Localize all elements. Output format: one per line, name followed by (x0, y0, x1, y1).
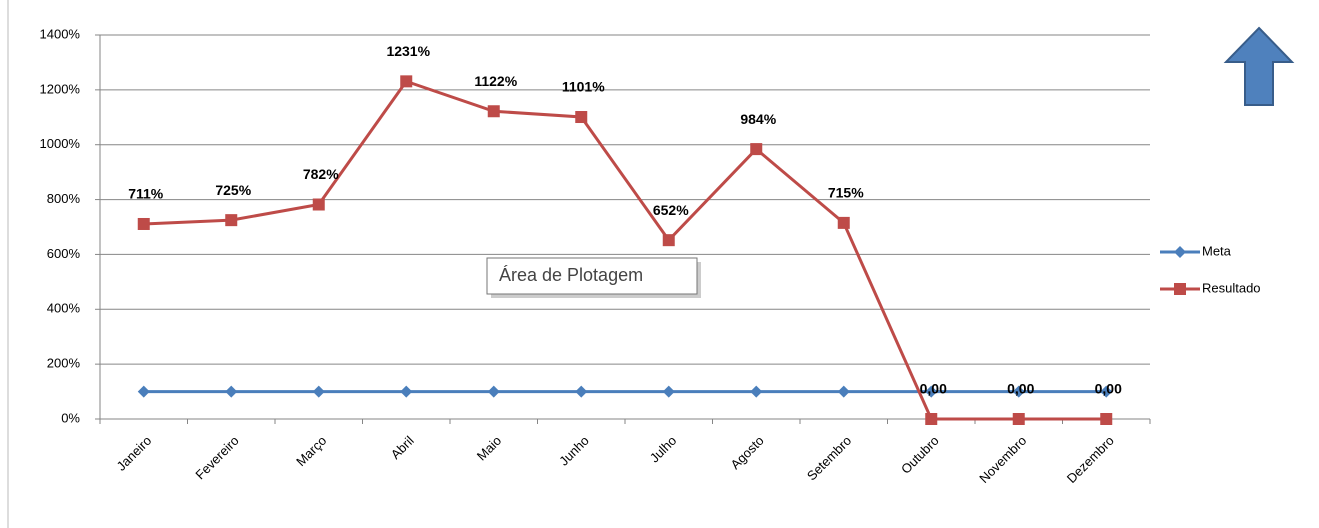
x-tick-label: Fevereiro (192, 433, 241, 482)
data-label: 1101% (562, 79, 605, 95)
marker (1012, 385, 1025, 398)
marker (137, 385, 150, 398)
marker (312, 198, 325, 211)
x-tick-label: Janeiro (114, 433, 155, 474)
tooltip-box (486, 257, 698, 295)
x-tick-label: Dezembro (1064, 433, 1117, 486)
y-tick-label: 1400% (40, 26, 81, 41)
data-label: 652% (653, 202, 689, 218)
x-tick-label: Maio (474, 433, 505, 464)
x-tick-label: Novembro (976, 433, 1029, 486)
marker (487, 385, 500, 398)
marker (225, 214, 238, 227)
marker (750, 143, 763, 156)
up-arrow (1223, 26, 1295, 106)
marker (837, 216, 850, 229)
x-tick-label: Agosto (728, 433, 767, 472)
legend-label: Meta (1202, 243, 1232, 258)
x-tick-label: Junho (556, 433, 592, 469)
x-tick-label: Setembro (804, 433, 854, 483)
marker (487, 105, 500, 118)
marker (662, 385, 675, 398)
marker (925, 385, 938, 398)
marker (225, 385, 238, 398)
data-label: 0,00 (1095, 381, 1122, 397)
data-label: 711% (128, 186, 164, 202)
data-label: 984% (740, 111, 776, 127)
tooltip-text: Área de Plotagem (499, 265, 643, 285)
marker (400, 385, 413, 398)
y-tick-label: 1000% (40, 136, 81, 151)
x-tick-label: Julho (647, 433, 680, 466)
marker (1100, 413, 1113, 425)
marker (925, 413, 938, 425)
x-tick-label: Outubro (898, 433, 942, 477)
y-tick-label: 1200% (40, 81, 81, 96)
series-line (143, 79, 1107, 421)
y-tick-label: 400% (47, 301, 81, 316)
y-tick-label: 200% (47, 356, 81, 371)
marker (1100, 385, 1113, 398)
data-label: 0,00 (920, 381, 947, 397)
marker (312, 385, 325, 398)
y-tick-label: 600% (47, 246, 81, 261)
legend-marker (1174, 246, 1186, 258)
x-tick-label: Março (293, 433, 329, 469)
data-label: 782% (303, 166, 339, 182)
legend-marker (1174, 283, 1186, 295)
marker (137, 217, 150, 230)
data-label: 1122% (474, 73, 517, 89)
marker (662, 234, 675, 247)
marker (400, 75, 413, 88)
legend-label: Resultado (1202, 280, 1261, 295)
marker (1012, 413, 1025, 425)
y-tick-label: 0% (61, 410, 80, 425)
marker (750, 385, 763, 398)
x-tick-label: Abril (388, 433, 417, 462)
data-label: 725% (215, 182, 251, 198)
marker (575, 111, 588, 124)
data-label: 715% (828, 185, 864, 201)
y-tick-label: 800% (47, 191, 81, 206)
marker (837, 385, 850, 398)
data-label: 0,00 (1007, 381, 1034, 397)
data-label: 1231% (386, 43, 430, 59)
marker (575, 385, 588, 398)
